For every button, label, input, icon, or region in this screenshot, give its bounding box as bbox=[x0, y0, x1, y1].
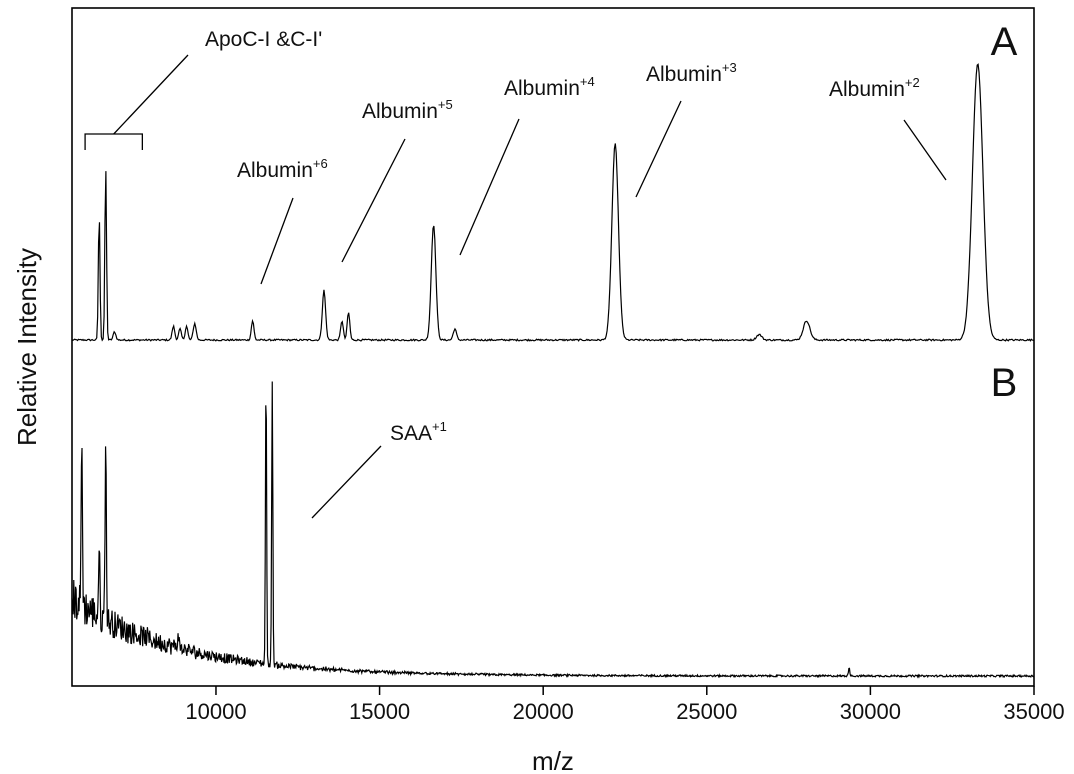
annotation-albumin-plus5: Albumin+5 bbox=[362, 97, 453, 123]
leader-line-plus5 bbox=[341, 138, 406, 263]
panel-label-a: A bbox=[991, 20, 1018, 64]
leader-line-plus2 bbox=[903, 119, 947, 181]
x-tick-label: 10000 bbox=[185, 699, 246, 724]
annotation-albumin-plus3: Albumin+3 bbox=[646, 60, 737, 86]
peak-annotations: ApoC-I &C-I' Albumin+6 Albumin+5 Albumin+4 A… bbox=[84, 28, 947, 519]
apoc-bracket bbox=[84, 133, 143, 150]
spectrum-traces bbox=[71, 63, 1035, 679]
saa-leader-line bbox=[311, 445, 382, 519]
y-axis-title: Relative Intensity bbox=[12, 248, 42, 446]
annotation-albumin-plus4: Albumin+4 bbox=[504, 74, 595, 100]
x-tick-label: 20000 bbox=[513, 699, 574, 724]
annotation-albumin-plus6: Albumin+6 bbox=[237, 156, 328, 182]
apoc-leader-line bbox=[113, 54, 189, 135]
panel-label-b: B bbox=[991, 361, 1018, 405]
x-axis-title: m/z bbox=[532, 746, 574, 774]
plot-frame bbox=[71, 7, 1035, 687]
spectrum-trace-b bbox=[71, 381, 1035, 679]
leader-line-plus3 bbox=[635, 100, 682, 198]
x-tick-label: 25000 bbox=[676, 699, 737, 724]
x-tick-label: 35000 bbox=[1003, 699, 1064, 724]
leader-line-plus4 bbox=[459, 118, 520, 256]
x-axis-ticks: 10000 15000 20000 25000 30000 35000 bbox=[185, 686, 1065, 724]
leader-line-plus6 bbox=[260, 197, 294, 285]
annotation-apoc: ApoC-I &C-I' bbox=[205, 28, 322, 51]
annotation-saa: SAA+1 bbox=[390, 419, 447, 445]
annotation-albumin-plus2: Albumin+2 bbox=[829, 75, 920, 101]
x-tick-label: 15000 bbox=[349, 699, 410, 724]
x-tick-label: 30000 bbox=[840, 699, 901, 724]
spectrum-trace-a bbox=[71, 63, 1035, 342]
